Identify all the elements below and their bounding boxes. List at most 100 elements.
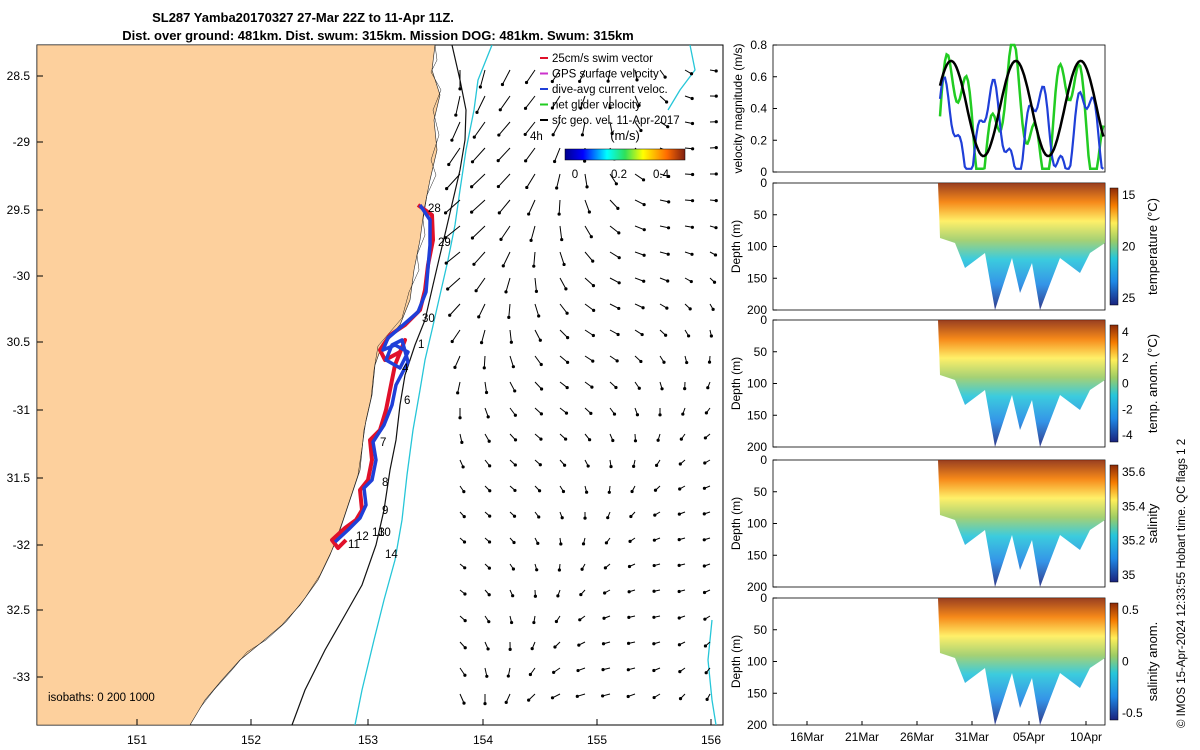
velocity-arrow [484, 381, 488, 393]
velocity-arrow [471, 173, 486, 188]
velocity-arrow-head [552, 670, 556, 674]
velocity-arrow-head [662, 360, 666, 364]
velocity-arrow-head [561, 489, 566, 494]
velocity-arrow-head [702, 590, 707, 595]
velocity-arrow [497, 147, 511, 161]
colorbar-title: (m/s) [610, 128, 640, 143]
velocity-arrow-head [666, 226, 671, 230]
velocity-arrow-head [443, 236, 448, 240]
colorbar-label: temp. anom. (°C) [1145, 334, 1160, 433]
velocity-arrow-head [458, 416, 462, 420]
colorbar-tick: 0.2 [611, 169, 627, 181]
colorbar-label: temperature (°C) [1145, 198, 1160, 295]
credit-text: © IMOS 15-Apr-2024 12:33:55 Hobart time.… [1176, 439, 1188, 728]
velocity-arrow-head [683, 386, 687, 391]
velocity-arrow-head [591, 333, 595, 338]
velocity-arrow-head [508, 647, 512, 652]
velocity-arrow-head [530, 647, 534, 651]
velocity-arrow-head [690, 252, 694, 256]
velocity-arrow-head [487, 566, 491, 570]
velocity-arrow-head [585, 490, 589, 494]
y-tick-label: 200 [747, 440, 767, 454]
section-heatmap [938, 598, 1105, 725]
velocity-arrow-head [463, 592, 467, 596]
velocity-arrow [500, 225, 511, 240]
y-tick-label: 0.4 [750, 102, 767, 116]
y-tick-label: 100 [747, 377, 767, 391]
velocity-arrow-head [652, 668, 656, 673]
velocity-arrow [473, 121, 486, 138]
velocity-arrow-head [456, 391, 460, 395]
coastline-detail [199, 45, 442, 709]
velocity-arrow [584, 173, 588, 187]
velocity-arrow-head [487, 439, 491, 443]
velocity-arrow-head [564, 287, 568, 291]
velocity-arrow-head [652, 642, 656, 646]
velocity-arrow-head [641, 178, 646, 182]
velocity-arrow-head [496, 184, 500, 189]
x-tick-label: 31Mar [955, 730, 989, 744]
velocity-trace [938, 76, 1105, 170]
velocity-arrow [499, 95, 511, 111]
velocity-arrow [445, 251, 461, 264]
velocity-arrow [475, 277, 486, 291]
velocity-arrow-head [556, 594, 560, 598]
velocity-arrow-head [713, 253, 718, 257]
velocity-arrow-head [702, 512, 706, 516]
velocity-arrow-head [487, 593, 491, 597]
velocity-arrow [457, 381, 461, 393]
velocity-arrow-head [585, 185, 589, 189]
velocity-arrow-head [641, 306, 645, 310]
velocity-arrow-head [523, 106, 528, 110]
y-tick-label: 0 [760, 591, 767, 605]
velocity-arrow-head [642, 279, 646, 283]
velocity-arrow [609, 277, 620, 284]
velocity-arrow-head [607, 490, 611, 494]
velocity-arrow-head [487, 620, 491, 624]
velocity-arrow [483, 355, 486, 368]
velocity-arrow-head [488, 464, 492, 468]
day-label: 11 [348, 539, 360, 551]
velocity-arrow-head [463, 566, 467, 570]
lat-tick-label: -32 [13, 538, 31, 552]
velocity-arrow-head [663, 75, 667, 79]
velocity-arrow-head [704, 411, 708, 415]
velocity-arrow-head [504, 290, 508, 294]
velocity-arrow-head [703, 617, 707, 621]
velocity-arrow-head [462, 701, 466, 705]
velocity-arrow-head [653, 513, 657, 517]
velocity-arrow [502, 69, 511, 85]
velocity-arrow-head [678, 487, 682, 491]
velocity-arrow [559, 355, 568, 363]
velocity-arrow-head [614, 385, 618, 390]
y-tick-label: 0 [760, 176, 767, 190]
velocity-arrow-head [617, 256, 621, 260]
velocity-arrow-head [479, 341, 484, 345]
velocity-arrow [609, 199, 619, 209]
panel-4: 0 50 100 150 200 Depth (m) 35.6 35.4 35.2 35 salin… [729, 453, 1160, 594]
lat-tick-label: 29.5 [7, 203, 31, 217]
velocity-arrow-head [454, 113, 458, 117]
velocity-arrow-head [666, 252, 670, 256]
velocity-arrow-head [591, 284, 596, 288]
velocity-arrow-head [703, 436, 707, 440]
velocity-arrow-head [627, 564, 632, 569]
y-tick-label: 50 [754, 345, 768, 359]
velocity-arrow-head [604, 541, 609, 545]
colorbar-tick-label: 4 [1122, 325, 1129, 339]
y-tick-label: 50 [754, 623, 768, 637]
velocity-arrow-head [707, 360, 712, 364]
velocity-arrow-head [677, 512, 681, 516]
section-heatmap [938, 183, 1105, 310]
velocity-arrow [634, 173, 644, 181]
velocity-arrow-head [615, 359, 619, 363]
lon-tick-label: 151 [127, 733, 147, 747]
velocity-arrow-head [689, 72, 694, 76]
velocity-arrow-head [616, 206, 620, 210]
velocity-arrow-head [461, 465, 465, 469]
velocity-arrow-head [667, 174, 671, 179]
velocity-arrow-head [513, 413, 517, 417]
y-tick-label: 100 [747, 655, 767, 669]
velocity-arrow-head [470, 210, 474, 214]
velocity-arrow-head [564, 437, 568, 441]
